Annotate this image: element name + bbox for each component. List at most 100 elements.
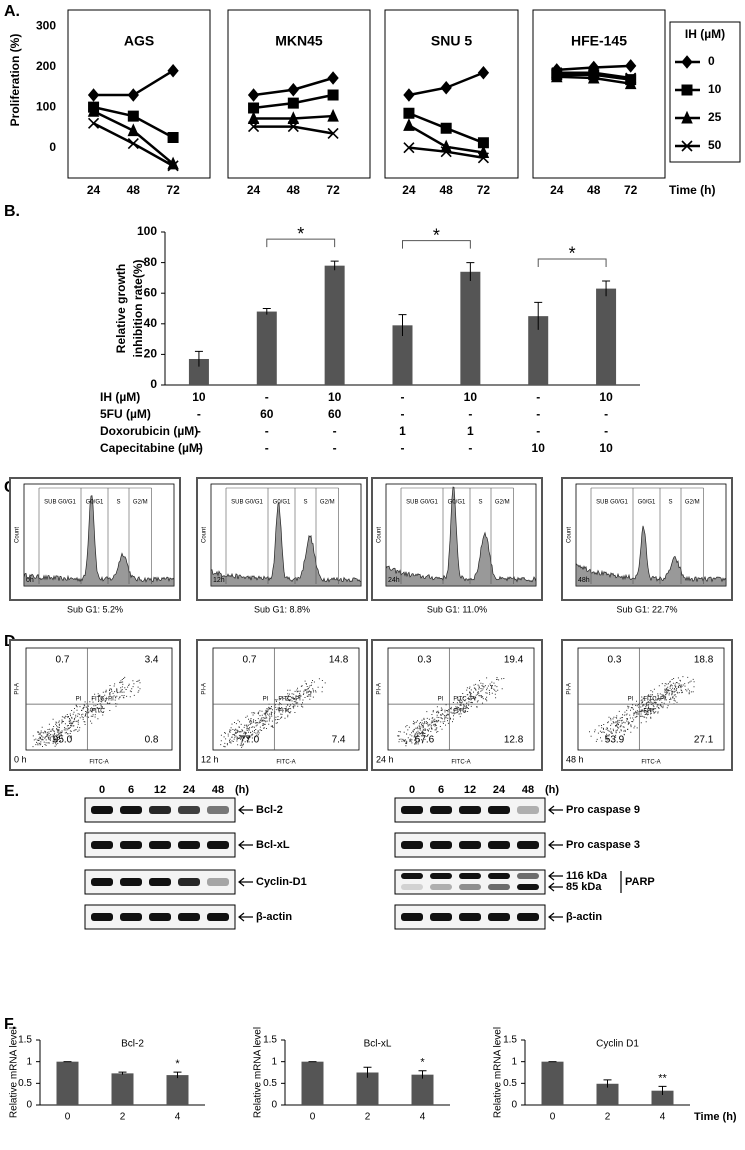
band: [149, 841, 171, 849]
panel-title: AGS: [124, 33, 154, 49]
lane-label: 6: [438, 784, 444, 796]
gate-label: SUB G0/G1: [406, 500, 438, 506]
treatment-name: IH (µM): [100, 390, 140, 404]
point-marker: [287, 82, 299, 97]
significance-label: **: [658, 1072, 667, 1084]
y-axis-label: PI-A: [202, 683, 208, 695]
gate-label: G0/G1: [273, 500, 291, 506]
treatment-value: -: [536, 424, 540, 438]
band: [459, 841, 481, 849]
point-marker: [327, 89, 339, 101]
point-marker: [127, 110, 139, 122]
quadrant-value: 77.0: [240, 735, 260, 746]
gate-label: SUB G0/G1: [596, 500, 628, 506]
y-axis-label: Count: [567, 527, 573, 543]
x-tick-label: 48: [440, 183, 454, 197]
significance-label: *: [420, 1057, 425, 1069]
point-marker: [403, 142, 415, 154]
bar: [256, 311, 277, 385]
chart-title: Bcl-xL: [364, 1039, 392, 1050]
treatment-value: -: [333, 441, 337, 455]
band: [207, 878, 229, 886]
band: [91, 806, 113, 814]
legend-title: IH (µM): [685, 27, 725, 41]
y-tick-label: 1: [511, 1056, 517, 1067]
blot-label: Bcl-xL: [256, 839, 290, 851]
arrow: [548, 840, 563, 850]
point-marker: [403, 107, 415, 119]
legend-marker: [681, 55, 693, 69]
arrow: [238, 840, 253, 850]
treatment-name: 5FU (µM): [100, 407, 151, 421]
point-marker: [403, 88, 415, 102]
point-marker: [327, 108, 339, 122]
gate-label: G2/M: [320, 500, 335, 506]
error-bar: [262, 308, 271, 315]
error-bar: [466, 262, 475, 281]
quadrant-label: FITC: [278, 709, 292, 715]
x-tick-label: 72: [166, 183, 180, 197]
bar: [651, 1090, 674, 1105]
band: [91, 913, 113, 921]
quadrant-label: FITC+PI: [91, 697, 114, 703]
point-marker: [127, 123, 140, 137]
bar: [356, 1072, 379, 1105]
y-axis-label: Relative mRNA level: [9, 1027, 20, 1118]
significance-label: *: [433, 225, 440, 245]
y-axis-label: inhibition rate(%): [131, 260, 145, 358]
time-label: 24 h: [376, 754, 394, 764]
quadrant-label: FITC: [453, 709, 467, 715]
error-bar: [194, 350, 203, 367]
gate-label: SUB G0/G1: [231, 500, 263, 506]
treatment-value: -: [468, 407, 472, 421]
y-tick-label: 0.5: [263, 1078, 277, 1089]
band: [488, 841, 510, 849]
band: [91, 878, 113, 886]
gate-label: G0/G1: [638, 500, 656, 506]
x-tick-label: 72: [624, 183, 638, 197]
band: [120, 878, 142, 886]
point-marker: [87, 117, 100, 129]
band: [459, 913, 481, 921]
quadrant-label: PI: [76, 697, 82, 703]
band: [430, 913, 452, 921]
band-label: 85 kDa: [566, 881, 602, 893]
y-tick-label: 1.5: [503, 1035, 517, 1046]
x-axis-label: FITC-A: [451, 760, 470, 766]
gate-label: S: [478, 500, 482, 506]
panel-frame: [384, 9, 519, 179]
x-tick-label: 24: [247, 183, 261, 197]
gate-label: G2/M: [495, 500, 510, 506]
quadrant-value: 12.8: [504, 735, 524, 746]
treatment-value: -: [536, 407, 540, 421]
dot-cloud: [589, 676, 695, 742]
blot-label: β-actin: [566, 911, 602, 923]
point-marker: [247, 111, 260, 124]
point-marker: [403, 118, 415, 131]
treatment-value: -: [604, 424, 608, 438]
gate-label: S: [668, 500, 672, 506]
band: [207, 806, 229, 814]
time-label: 24h: [388, 577, 400, 584]
bar: [596, 288, 617, 385]
significance-label: *: [569, 244, 576, 264]
legend-marker: [681, 110, 693, 124]
gate-label: G0/G1: [86, 500, 104, 506]
bar: [596, 1083, 619, 1105]
point-marker: [440, 146, 452, 158]
treatment-value: 60: [260, 407, 274, 421]
band: [178, 841, 200, 849]
point-marker: [440, 122, 452, 134]
x-tick-label: 0: [310, 1112, 316, 1123]
error-bar: [398, 314, 407, 337]
gate-label: G2/M: [133, 500, 148, 506]
y-axis-label: Count: [15, 527, 21, 543]
band: [488, 913, 510, 921]
chart-title: Bcl-2: [121, 1039, 144, 1050]
quadrant-label: PI: [628, 697, 634, 703]
y-tick-label: 1: [26, 1056, 32, 1067]
x-tick-label: 72: [477, 183, 491, 197]
treatment-value: 10: [599, 390, 613, 404]
band: [207, 841, 229, 849]
treatment-value: -: [265, 441, 269, 455]
